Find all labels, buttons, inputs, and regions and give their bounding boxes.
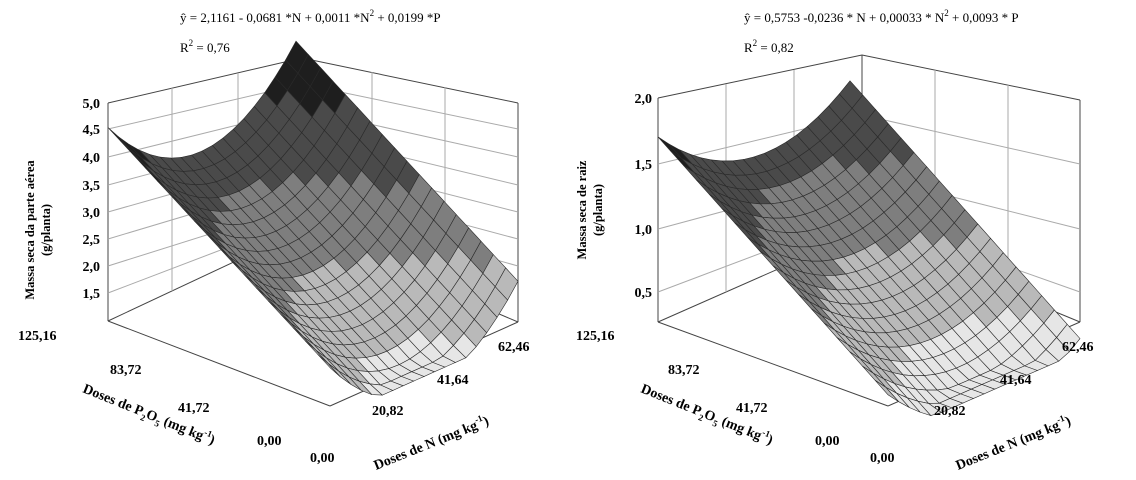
n-tick: 62,46 bbox=[1062, 340, 1094, 355]
p-tick: 0,00 bbox=[815, 434, 840, 449]
n-tick: 41,64 bbox=[1000, 373, 1032, 388]
n-axis-ticks: 0,00 20,82 41,64 62,46 bbox=[870, 340, 1094, 466]
n-tick: 41,64 bbox=[437, 373, 469, 388]
z-tick: 2,0 bbox=[83, 260, 101, 275]
n-tick: 62,46 bbox=[498, 340, 530, 355]
response-surface bbox=[657, 80, 1081, 417]
n-axis-label: Doses de N (mg kg-1) bbox=[371, 411, 492, 474]
n-axis-label: Doses de N (mg kg-1) bbox=[953, 411, 1074, 474]
svg-text:(g/planta): (g/planta) bbox=[591, 184, 605, 236]
p-tick: 83,72 bbox=[110, 363, 142, 378]
r-squared: R2 = 0,82 bbox=[744, 38, 794, 55]
p-tick: 83,72 bbox=[668, 363, 700, 378]
p-tick: 125,16 bbox=[18, 329, 57, 344]
surface-cell bbox=[874, 380, 899, 402]
z-tick: 1,0 bbox=[635, 223, 653, 238]
p-tick: 41,72 bbox=[178, 401, 210, 416]
r-squared: R2 = 0,76 bbox=[180, 38, 230, 55]
n-axis-ticks: 0,00 20,82 41,64 62,46 bbox=[310, 340, 530, 466]
n-tick: 20,82 bbox=[934, 404, 966, 419]
z-tick: 4,0 bbox=[83, 151, 101, 166]
z-tick: 1,5 bbox=[635, 158, 653, 173]
p-tick: 0,00 bbox=[257, 434, 282, 449]
n-tick: 20,82 bbox=[372, 404, 404, 419]
z-tick: 1,5 bbox=[83, 287, 101, 302]
z-axis-ticks: 2,0 1,5 1,0 0,5 bbox=[635, 92, 653, 301]
p-axis-ticks: 125,16 83,72 41,72 0,00 bbox=[576, 329, 840, 449]
svg-text:Massa seca da parte aérea: Massa seca da parte aérea bbox=[23, 160, 37, 300]
z-tick: 3,0 bbox=[83, 206, 101, 221]
response-surface bbox=[107, 40, 519, 396]
surface-cell bbox=[657, 136, 682, 159]
z-axis-label: Massa seca da parte aérea (g/planta) bbox=[23, 160, 53, 300]
z-tick: 5,0 bbox=[83, 97, 101, 112]
n-tick: 0,00 bbox=[310, 451, 335, 466]
n-tick: 0,00 bbox=[870, 451, 895, 466]
svg-text:Massa seca de raiz: Massa seca de raiz bbox=[575, 160, 589, 259]
root-dry-mass-chart: 2,0 1,5 1,0 0,5 125,16 83,72 41,72 0,00 … bbox=[575, 8, 1094, 474]
shoot-dry-mass-chart: 5,0 4,5 4,0 3,5 3,0 2,5 2,0 1,5 125,16 8… bbox=[18, 8, 530, 474]
z-tick: 2,0 bbox=[635, 92, 653, 107]
p-tick: 41,72 bbox=[736, 401, 768, 416]
regression-equation: ŷ = 2,1161 - 0,0681 *N + 0,0011 *N2 + 0,… bbox=[180, 8, 441, 25]
z-tick: 4,5 bbox=[83, 123, 101, 138]
surface-cell bbox=[317, 354, 341, 378]
surface-cell bbox=[118, 136, 142, 158]
regression-equation: ŷ = 0,5753 -0,0236 * N + 0,00033 * N2 + … bbox=[744, 8, 1019, 25]
z-tick: 2,5 bbox=[83, 233, 101, 248]
z-tick: 3,5 bbox=[83, 179, 101, 194]
z-axis-label: Massa seca de raiz (g/planta) bbox=[575, 160, 605, 259]
z-tick: 0,5 bbox=[635, 286, 653, 301]
p-tick: 125,16 bbox=[576, 329, 615, 344]
p-axis-ticks: 125,16 83,72 41,72 0,00 bbox=[18, 329, 282, 449]
z-axis-ticks: 5,0 4,5 4,0 3,5 3,0 2,5 2,0 1,5 bbox=[83, 97, 101, 302]
svg-text:(g/planta): (g/planta) bbox=[39, 204, 53, 256]
